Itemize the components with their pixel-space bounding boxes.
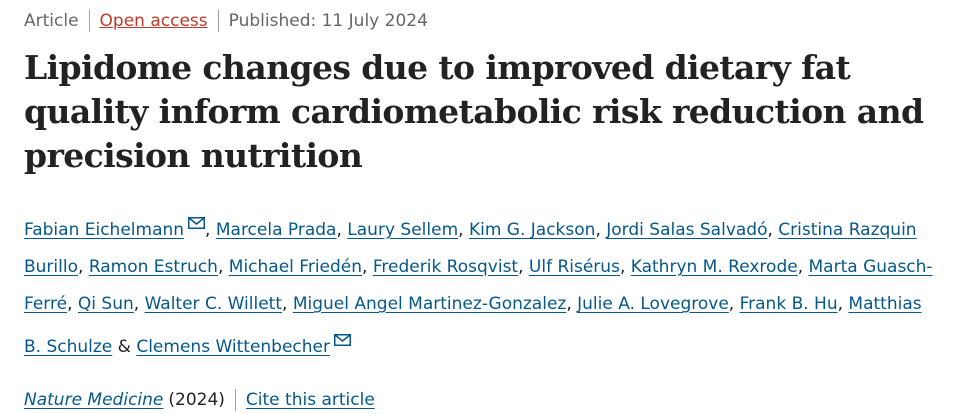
author-link[interactable]: Michael Friedén <box>228 257 363 277</box>
author-link[interactable]: Walter C. Willett <box>144 294 283 314</box>
author-link[interactable]: Frank B. Hu <box>739 294 838 314</box>
author-link[interactable]: Miguel Angel Martinez-Gonzalez <box>292 294 567 314</box>
author-separator: , <box>133 294 145 314</box>
author-link[interactable]: Laury Sellem <box>347 220 459 240</box>
author-separator: , <box>78 257 89 277</box>
author-link[interactable]: Ulf Risérus <box>528 257 620 277</box>
author-separator: , <box>205 220 216 240</box>
article-meta-row: Article Open access Published: 11 July 2… <box>24 6 936 36</box>
author-separator: , <box>595 220 607 240</box>
author-link[interactable]: Marta Guasch-Ferré <box>24 257 933 314</box>
author-separator: , <box>837 294 849 314</box>
journal-link[interactable]: Nature Medicine <box>24 390 164 410</box>
open-access-link[interactable]: Open access <box>99 11 208 31</box>
article-type: Article <box>24 11 79 31</box>
author-separator: , <box>767 220 779 240</box>
author-link[interactable]: Clemens Wittenbecher <box>136 337 330 357</box>
journal-divider <box>234 389 236 411</box>
author-link[interactable]: Cristina Razquin Burillo <box>24 220 917 277</box>
author-link[interactable]: Ramon Estruch <box>88 257 218 277</box>
author-separator: , <box>518 257 529 277</box>
author-link[interactable]: Matthias B. Schulze <box>24 294 922 357</box>
author-link[interactable]: Kathryn M. Rexrode <box>630 257 798 277</box>
author-link[interactable]: Fabian Eichelmann <box>24 220 185 240</box>
author-separator: , <box>362 257 373 277</box>
author-link[interactable]: Kim G. Jackson <box>468 220 596 240</box>
mail-icon[interactable] <box>188 206 206 229</box>
mail-icon[interactable] <box>334 323 351 346</box>
journal-row: Nature Medicine (2024) Cite this article <box>24 386 936 414</box>
author-separator: , <box>619 257 631 277</box>
article-title: Lipidome changes due to improved dietary… <box>24 48 924 175</box>
author-link[interactable]: Marcela Prada <box>215 220 337 240</box>
published-date: Published: 11 July 2024 <box>228 11 428 31</box>
author-separator: , <box>67 294 78 314</box>
author-separator: & <box>112 337 137 357</box>
author-separator: , <box>217 257 229 277</box>
author-separator: , <box>728 294 740 314</box>
author-separator: , <box>797 257 809 277</box>
author-separator: , <box>458 220 469 240</box>
author-link[interactable]: Frederik Rosqvist <box>372 257 519 277</box>
author-link[interactable]: Qi Sun <box>77 294 134 314</box>
author-link[interactable]: Julie A. Lovegrove <box>577 294 729 314</box>
meta-divider <box>88 10 90 32</box>
author-separator: , <box>566 294 578 314</box>
publication-year: (2024) <box>168 390 225 410</box>
meta-divider <box>217 10 219 32</box>
author-separator: , <box>336 220 348 240</box>
cite-article-link[interactable]: Cite this article <box>245 390 375 410</box>
author-list: Fabian Eichelmann, Marcela Prada, Laury … <box>24 206 936 366</box>
author-separator: , <box>282 294 293 314</box>
author-link[interactable]: Jordi Salas Salvadó <box>606 220 768 240</box>
